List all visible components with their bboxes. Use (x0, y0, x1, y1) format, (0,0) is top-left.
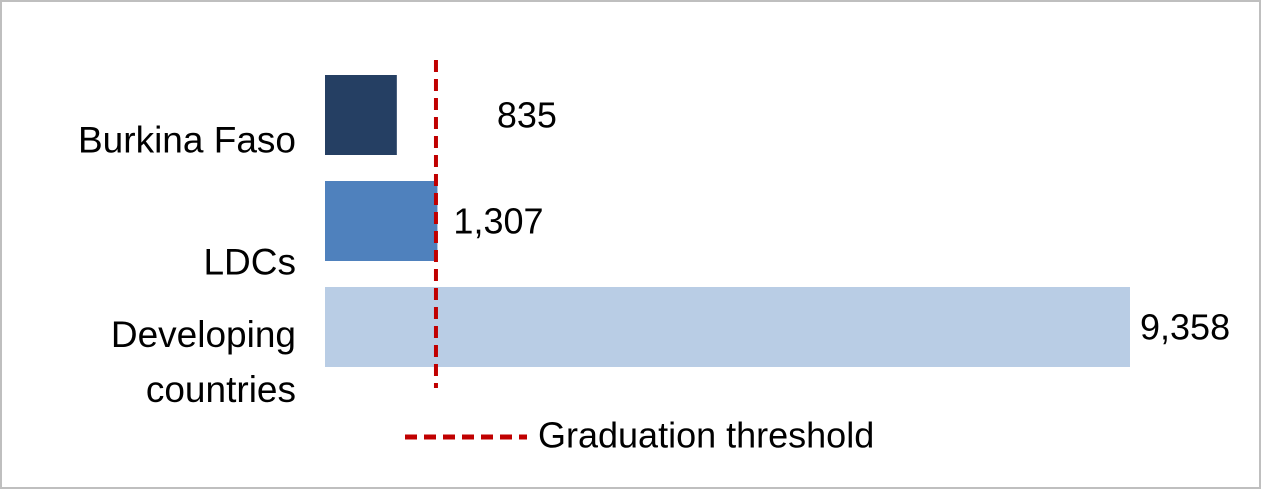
bar (325, 181, 438, 261)
bar (325, 287, 1130, 367)
value-label: 9,358 (1140, 307, 1230, 348)
value-label: 835 (497, 95, 557, 136)
category-label: LDCs (203, 241, 296, 283)
category-label: Developing countries (110, 314, 296, 410)
legend-label: Graduation threshold (538, 415, 874, 456)
bar (325, 75, 397, 155)
category-label: Burkina Faso (78, 119, 296, 161)
value-label: 1,307 (453, 201, 543, 242)
